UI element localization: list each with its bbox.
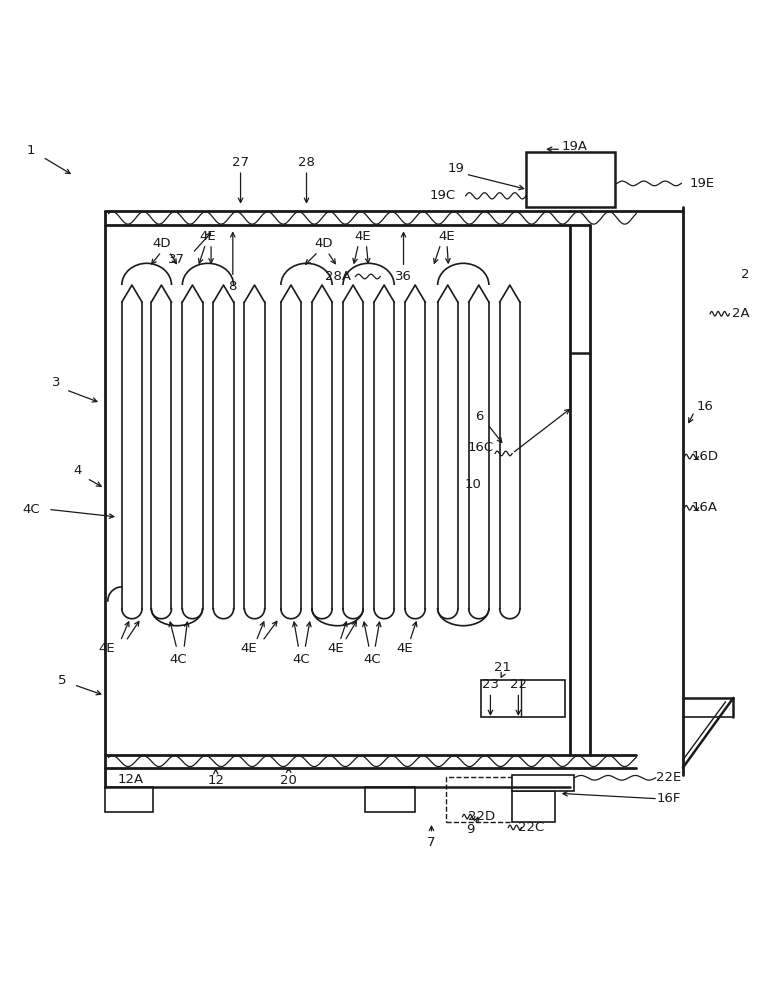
Text: 16A: 16A [691,501,718,514]
Text: 28A: 28A [324,270,351,283]
Text: 6: 6 [476,410,483,423]
Bar [526,152,615,207]
Text: 22C: 22C [518,821,545,834]
Text: 2: 2 [741,268,749,281]
Text: 19C: 19C [429,189,456,202]
Text: 4C: 4C [293,653,310,666]
Text: 4E: 4E [240,642,257,655]
Text: 8: 8 [229,280,237,293]
Text: 19: 19 [448,162,465,175]
Text: 4E: 4E [327,642,344,655]
Text: 19E: 19E [690,177,715,190]
Text: 22: 22 [510,678,527,691]
Text: 12A: 12A [117,773,144,786]
Text: 12: 12 [207,774,224,787]
Text: 23: 23 [482,678,499,691]
Text: 22E: 22E [656,771,681,784]
Bar [512,775,574,791]
Text: 5: 5 [58,674,66,687]
Text: 7: 7 [428,836,435,849]
Text: 36: 36 [395,270,412,283]
Text: 21: 21 [494,661,511,674]
Text: 2A: 2A [733,307,750,320]
Text: 4E: 4E [199,230,217,243]
Text: 1: 1 [27,144,35,157]
Text: 22D: 22D [468,810,494,823]
Bar [446,777,512,822]
Text: 28: 28 [298,156,315,169]
Text: 4E: 4E [438,230,455,243]
Text: 4C: 4C [170,653,187,666]
Text: 27: 27 [232,156,249,169]
Text: 20: 20 [280,774,297,787]
Text: 4C: 4C [23,503,40,516]
Text: 16C: 16C [468,441,494,454]
Text: 16F: 16F [656,792,681,805]
Bar [365,787,415,812]
Text: 10: 10 [465,478,482,491]
Bar [481,680,565,717]
Text: 4E: 4E [355,230,372,243]
Text: 4D: 4D [152,237,171,250]
Text: 4E: 4E [99,642,116,655]
Text: 37: 37 [168,253,185,266]
Bar [105,787,153,812]
Text: 4D: 4D [314,237,333,250]
Text: 19A: 19A [561,140,587,153]
Text: 4: 4 [74,464,81,477]
Text: 16: 16 [696,400,713,413]
Text: 16D: 16D [691,450,718,463]
Text: 4C: 4C [364,653,381,666]
Text: 9: 9 [466,823,474,836]
Text: 3: 3 [52,376,60,389]
Bar [512,791,555,822]
Text: 4E: 4E [397,642,414,655]
